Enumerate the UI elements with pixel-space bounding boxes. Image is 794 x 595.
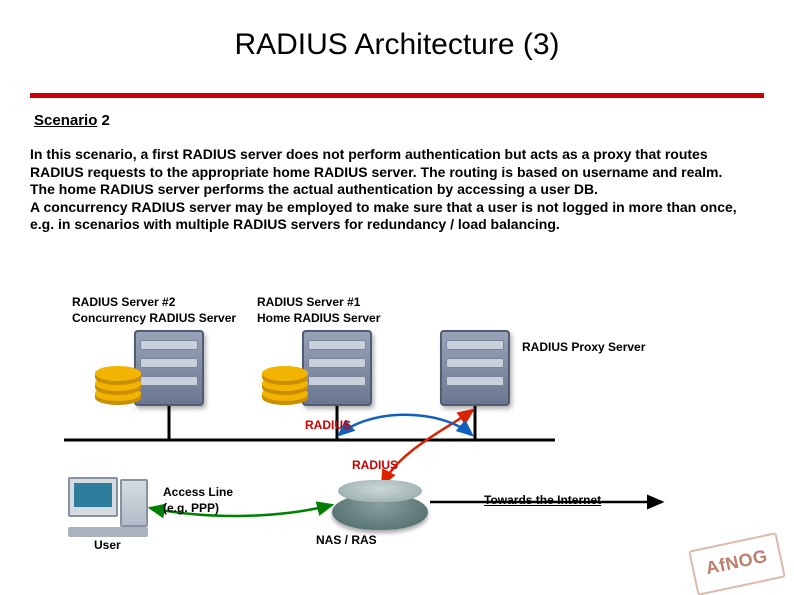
workstation-icon [68, 477, 148, 537]
label-proxy: RADIUS Proxy Server [522, 340, 645, 356]
label-radius-bottom: RADIUS [352, 458, 398, 474]
diagram: RADIUS Server #2 Concurrency RADIUS Serv… [0, 0, 794, 595]
database-icon [262, 366, 308, 410]
label-server1: RADIUS Server #1 Home RADIUS Server [257, 295, 380, 326]
label-radius-top: RADIUS [305, 418, 351, 434]
server-proxy-icon [440, 330, 510, 406]
afnog-stamp: AfNOG [688, 532, 786, 595]
label-server2: RADIUS Server #2 Concurrency RADIUS Serv… [72, 295, 236, 326]
label-nas: NAS / RAS [316, 533, 377, 549]
label-user: User [94, 538, 121, 554]
label-access-line: Access Line (e.g. PPP) [163, 485, 233, 516]
server-concurrency-icon [134, 330, 204, 406]
server-home-icon [302, 330, 372, 406]
router-icon [332, 480, 428, 530]
label-internet: Towards the Internet [484, 493, 601, 509]
database-icon [95, 366, 141, 410]
